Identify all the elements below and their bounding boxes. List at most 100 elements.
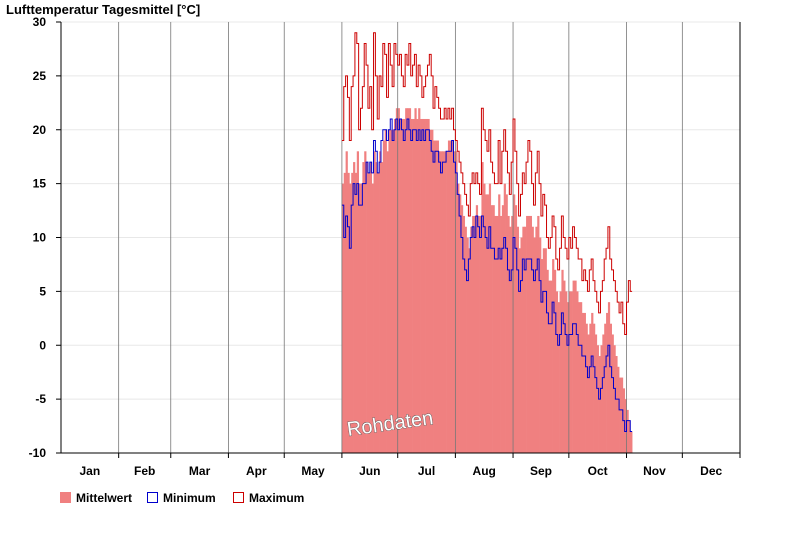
- mittelwert-bar: [548, 280, 551, 453]
- y-tick-label--10: -10: [29, 446, 47, 460]
- mittelwert-bar: [481, 162, 484, 453]
- mittelwert-bar: [555, 291, 559, 453]
- mittelwert-bar: [487, 194, 490, 453]
- mittelwert-bar: [570, 291, 573, 453]
- mittelwert-bar: [607, 302, 611, 453]
- mittelwert-bar: [399, 118, 402, 453]
- mittelwert-bar: [626, 409, 629, 453]
- mittelwert-bar: [546, 269, 549, 453]
- y-tick-label-0: 0: [39, 338, 46, 352]
- mittelwert-bar: [438, 151, 441, 454]
- mittelwert-bar: [364, 151, 367, 454]
- mittelwert-bar: [475, 205, 479, 453]
- mittelwert-bar: [574, 280, 577, 453]
- mittelwert-bar: [367, 172, 371, 453]
- mittelwert-bar: [557, 302, 560, 453]
- mittelwert-bar: [500, 215, 503, 453]
- x-tick-label-Apr: Apr: [246, 464, 267, 478]
- mittelwert-bar: [386, 151, 389, 454]
- mittelwert-bar: [410, 118, 413, 453]
- mittelwert-bar: [593, 323, 596, 453]
- mittelwert-bar: [518, 248, 521, 453]
- mittelwert-bar: [397, 108, 400, 453]
- mittelwert-bar: [609, 323, 612, 453]
- mittelwert-bar: [460, 205, 464, 453]
- x-tick-label-Jul: Jul: [418, 464, 435, 478]
- mittelwert-bar: [540, 259, 544, 453]
- mittelwert-bar: [619, 377, 622, 453]
- mittelwert-bar: [455, 151, 458, 454]
- x-tick-label-Oct: Oct: [588, 464, 608, 478]
- x-tick-label-Feb: Feb: [134, 464, 155, 478]
- mittelwert-bar: [563, 280, 566, 453]
- mittelwert-bar: [490, 205, 493, 453]
- mittelwert-bar: [566, 302, 570, 453]
- mittelwert-bar: [371, 183, 374, 453]
- mittelwert-bar: [412, 118, 415, 453]
- mittelwert-bar: [602, 334, 605, 453]
- mittelwert-bar: [343, 172, 346, 453]
- mittelwert-bar: [513, 194, 516, 453]
- mittelwert-bar: [509, 226, 512, 453]
- min-max-lines: [341, 32, 633, 432]
- mittelwert-bar: [366, 162, 369, 453]
- mittelwert-bar: [565, 291, 568, 453]
- mittelwert-bar: [479, 215, 482, 453]
- mittelwert-bar: [550, 280, 553, 453]
- mittelwert-bar: [395, 108, 399, 453]
- mittelwert-bar: [466, 237, 469, 453]
- mittelwert-bar: [449, 140, 453, 453]
- mittelwert-bar: [516, 226, 519, 453]
- mittelwert-bar: [457, 183, 460, 453]
- mittelwert-bar: [403, 118, 406, 453]
- mittelwert-bar: [559, 291, 562, 453]
- mittelwert-bar: [345, 151, 348, 454]
- mittelwert-bar: [427, 118, 430, 453]
- mittelwert-bar: [624, 399, 627, 453]
- mittelwert-bar: [578, 302, 581, 453]
- mittelwert-bar: [568, 291, 572, 453]
- mittelwert-bar: [472, 215, 475, 453]
- legend-swatch-mittelwert: [60, 492, 71, 503]
- mittelwert-bar: [431, 129, 434, 453]
- mittelwert-bar: [436, 140, 439, 453]
- mittelwert-bar: [505, 194, 508, 453]
- mittelwert-bar: [620, 377, 624, 453]
- mittelwert-bar: [494, 215, 497, 453]
- mittelwert-bar: [408, 108, 412, 453]
- mittelwert-bar: [420, 118, 423, 453]
- mittelwert-bar: [561, 269, 564, 453]
- mittelwert-bar: [473, 215, 477, 453]
- mittelwert-bar: [423, 118, 426, 453]
- mittelwert-bar: [591, 312, 594, 453]
- mittelwert-bar: [630, 431, 633, 453]
- mittelwert-bar: [407, 108, 410, 453]
- mittelwert-bar: [581, 312, 585, 453]
- mittelwert-bar: [358, 183, 361, 453]
- mittelwert-bar: [600, 345, 603, 453]
- y-tick-labels: -10 -5 0 5 10 15 20 25 30: [29, 15, 61, 460]
- mittelwert-bar: [503, 183, 506, 453]
- mittelwert-bar: [572, 280, 575, 453]
- mittelwert-bars: [341, 108, 633, 454]
- mittelwert-bar: [520, 237, 523, 453]
- mittelwert-bar: [533, 237, 536, 453]
- mittelwert-bar: [544, 248, 547, 453]
- mittelwert-bar: [418, 108, 421, 453]
- mittelwert-bar: [488, 183, 492, 453]
- x-tick-label-Dec: Dec: [700, 464, 722, 478]
- mittelwert-bar: [477, 215, 480, 453]
- legend: Mittelwert Minimum Maximum: [60, 491, 304, 505]
- mittelwert-bar: [492, 205, 495, 453]
- y-tick-label-10: 10: [33, 231, 47, 245]
- x-tick-label-Mar: Mar: [189, 464, 211, 478]
- mittelwert-bar: [483, 183, 486, 453]
- x-tick-label-Jun: Jun: [359, 464, 380, 478]
- mittelwert-bar: [451, 140, 454, 453]
- x-tick-label-May: May: [301, 464, 325, 478]
- mittelwert-bar: [529, 215, 532, 453]
- mittelwert-bar: [453, 151, 456, 454]
- mittelwert-bar: [392, 129, 395, 453]
- mittelwert-bar: [606, 312, 609, 453]
